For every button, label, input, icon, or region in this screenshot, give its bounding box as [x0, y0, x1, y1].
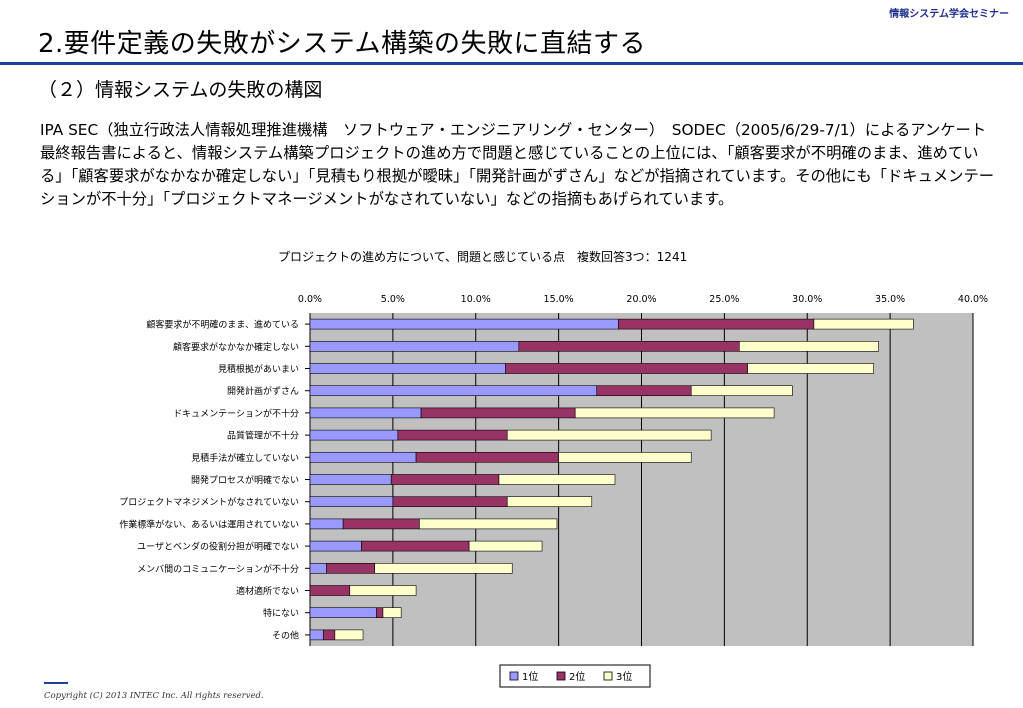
- category-label: 適材適所でない: [236, 585, 299, 597]
- category-label: 品質管理が不十分: [227, 430, 299, 442]
- category-label: 開発計画がずさん: [227, 385, 299, 397]
- bar-segment-rank-3: [374, 563, 513, 574]
- bar-segment-rank-3: [574, 407, 775, 419]
- x-tick-label: 15.0%: [544, 294, 574, 305]
- copyright: Copyright (C) 2013 INTEC Inc. All rights…: [44, 691, 264, 701]
- bar-segment-rank-2: [397, 429, 508, 441]
- category-label: 見積根拠があいまい: [218, 363, 299, 375]
- bar-segment-rank-2: [518, 341, 740, 352]
- category-label: ドキュメンテーションが不十分: [173, 407, 299, 419]
- bar-segment-rank-2: [617, 318, 815, 330]
- bar-segment-rank-3: [738, 341, 879, 352]
- page-title: 2.要件定義の失敗がシステム構築の失敗に直結する: [38, 29, 647, 59]
- bar-segment-rank-2: [322, 629, 336, 641]
- brand-label: 情報システム学会セミナー: [889, 9, 1009, 20]
- category-label: 作業標準がない、あるいは運用されていない: [119, 518, 299, 530]
- category-label: 開発プロセスが明確でない: [191, 474, 299, 486]
- bar-segment-rank-2: [415, 452, 559, 463]
- category-label: メンバ間のコミュニケーションが不十分: [137, 563, 299, 575]
- category-label: 見積手法が確立していない: [191, 452, 299, 464]
- x-tick-label: 35.0%: [875, 294, 905, 305]
- bar-segment-rank-2: [596, 385, 692, 396]
- x-tick-label: 10.0%: [461, 294, 491, 305]
- bar-segment-rank-3: [690, 385, 793, 396]
- category-label: 顧客要求がなかなか確定しない: [173, 341, 299, 353]
- bar-segment-rank-1: [309, 496, 394, 507]
- legend-box: [499, 664, 651, 688]
- bar-segment-rank-2: [361, 540, 470, 552]
- bar-segment-rank-1: [309, 341, 520, 352]
- bar-segment-rank-1: [309, 474, 392, 485]
- bar-segment-rank-3: [747, 363, 874, 374]
- legend-swatch-rank-3: [603, 671, 613, 681]
- bar-segment-rank-1: [309, 452, 417, 463]
- title-divider: [0, 62, 1023, 65]
- bar-segment-rank-3: [334, 629, 364, 641]
- bar-segment-rank-1: [309, 540, 362, 552]
- bar-segment-rank-2: [392, 496, 508, 507]
- bar-segment-rank-2: [505, 363, 748, 374]
- category-label: 特にない: [263, 607, 299, 619]
- legend-label: 3位: [616, 670, 632, 683]
- bar-segment-rank-3: [349, 585, 417, 596]
- bar-segment-rank-1: [309, 407, 422, 419]
- bar-segment-rank-3: [498, 474, 616, 485]
- chart-title: プロジェクトの進め方について、問題と感じている点 複数回答3つ：1241: [278, 249, 687, 264]
- category-label: 顧客要求が不明確のまま、進めている: [146, 319, 299, 331]
- category-label: プロジェクトマネジメントがなされていない: [119, 496, 299, 508]
- x-tick-label: 0.0%: [298, 294, 322, 305]
- bar-segment-rank-1: [309, 385, 598, 396]
- legend-swatch-rank-1: [509, 671, 519, 681]
- bar-segment-rank-1: [309, 363, 506, 374]
- bar-segment-rank-1: [309, 429, 399, 441]
- bar-segment-rank-3: [419, 518, 558, 530]
- bar-segment-rank-1: [309, 318, 619, 330]
- bar-segment-rank-1: [309, 629, 324, 641]
- bar-segment-rank-3: [558, 452, 692, 463]
- legend-label: 1位: [522, 670, 538, 683]
- bar-segment-rank-1: [309, 607, 377, 618]
- body-paragraph: IPA SEC（独立行政法人情報処理推進機構 ソフトウェア・エンジニアリング・セ…: [40, 121, 995, 208]
- bar-segment-rank-3: [506, 496, 593, 507]
- x-tick-label: 25.0%: [709, 294, 739, 305]
- bar-segment-rank-3: [813, 318, 914, 330]
- bar-segment-rank-3: [468, 540, 543, 552]
- x-tick-label: 40.0%: [958, 294, 988, 305]
- bar-segment-rank-2: [309, 585, 351, 596]
- bar-segment-rank-3: [506, 429, 712, 441]
- chart-legend: 1位 2位 3位: [499, 664, 651, 688]
- bar-segment-rank-3: [382, 607, 402, 618]
- category-label: ユーザとベンダの役割分担が明確でない: [137, 541, 299, 553]
- bar-segment-rank-2: [375, 607, 384, 618]
- x-tick-label: 30.0%: [792, 294, 822, 305]
- legend-swatch-rank-2: [556, 671, 566, 681]
- bar-segment-rank-2: [326, 563, 375, 574]
- x-tick-label: 5.0%: [381, 294, 405, 305]
- section-subtitle: （２）情報システムの失敗の構図: [38, 79, 323, 101]
- footer-accent: [44, 682, 68, 684]
- bar-segment-rank-2: [420, 407, 576, 419]
- chart-svg: プロジェクトの進め方について、問題と感じている点 複数回答3つ：1241 0.0…: [119, 249, 988, 688]
- bar-segment-rank-2: [390, 474, 500, 485]
- bar-segment-rank-1: [309, 563, 327, 574]
- bar-segment-rank-1: [309, 518, 344, 530]
- category-label: その他: [272, 629, 299, 641]
- legend-label: 2位: [569, 670, 585, 683]
- x-tick-label: 20.0%: [626, 294, 656, 305]
- bar-segment-rank-2: [342, 518, 420, 530]
- chart: プロジェクトの進め方について、問題と感じている点 複数回答3つ：1241 0.0…: [90, 244, 1000, 692]
